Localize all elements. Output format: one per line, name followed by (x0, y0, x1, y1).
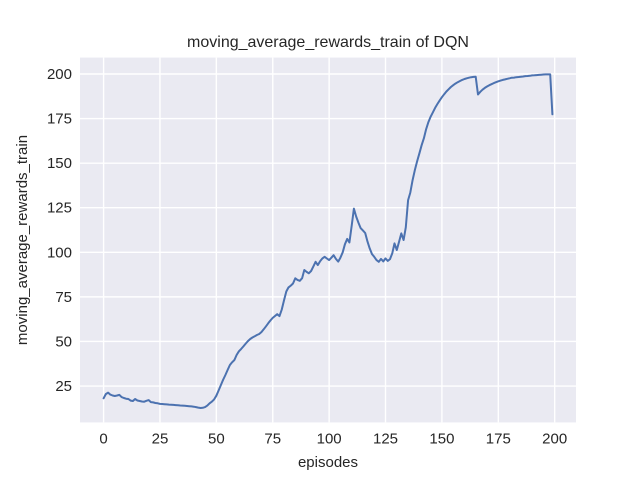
gridlines (80, 57, 576, 423)
y-tick-label: 125 (47, 200, 72, 217)
y-tick-label: 50 (55, 333, 72, 350)
y-tick-label: 100 (47, 244, 72, 261)
x-tick-labels: 0 25 50 75 100 125 150 175 200 (99, 430, 567, 447)
y-tick-labels: 25 50 75 100 125 150 175 200 (47, 66, 72, 395)
chart-title: moving_average_rewards_train of DQN (187, 34, 469, 51)
x-tick-label: 0 (99, 430, 107, 447)
y-tick-label: 75 (55, 289, 72, 306)
x-tick-label: 150 (429, 430, 454, 447)
x-axis-label: episodes (298, 454, 358, 471)
y-tick-label: 175 (47, 111, 72, 128)
y-tick-label: 25 (55, 378, 72, 395)
data-line (102, 73, 554, 409)
x-tick-label: 200 (542, 430, 567, 447)
x-tick-label: 75 (264, 430, 281, 447)
x-tick-label: 175 (486, 430, 511, 447)
plot-area (80, 57, 576, 423)
x-tick-label: 125 (373, 430, 398, 447)
x-tick-label: 100 (317, 430, 342, 447)
x-tick-label: 25 (152, 430, 169, 447)
y-tick-label: 200 (47, 66, 72, 83)
x-tick-label: 50 (208, 430, 225, 447)
y-tick-label: 150 (47, 155, 72, 172)
y-axis-label: moving_average_rewards_train (14, 135, 31, 345)
